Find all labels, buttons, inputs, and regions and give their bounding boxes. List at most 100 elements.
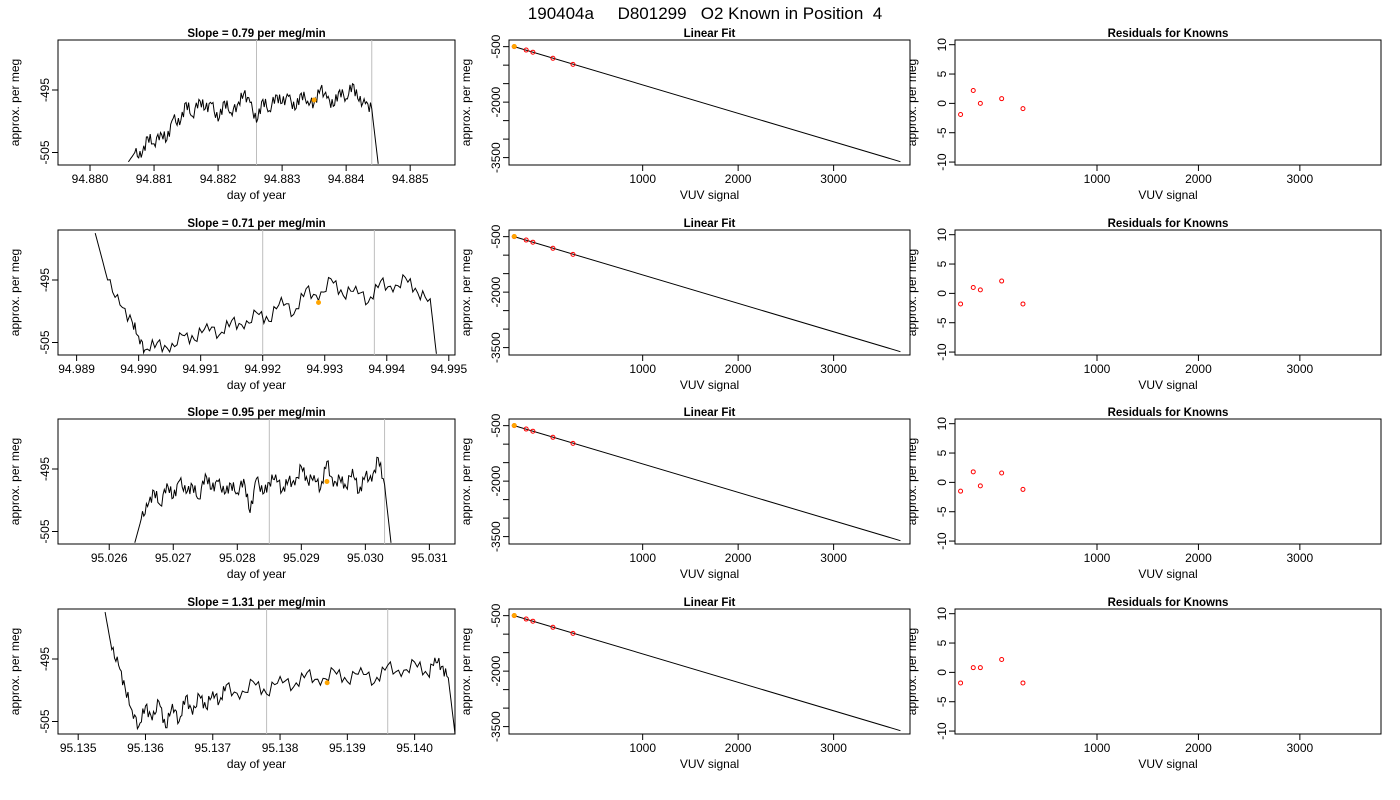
y-axis-label: approx. per meg xyxy=(905,59,919,146)
y-tick-label: 5 xyxy=(935,639,949,646)
x-tick-label: 94.994 xyxy=(368,362,405,376)
residuals-4: Residuals for Knowns 1000 2000 3000 -10 -5 0 5 1… xyxy=(905,597,1382,771)
x-tick-label: 2000 xyxy=(1185,172,1212,186)
panel-title: Residuals for Knowns xyxy=(1108,597,1229,609)
residual-point xyxy=(1020,680,1026,686)
panel-title: Linear Fit xyxy=(684,28,736,40)
x-axis-label: day of year xyxy=(227,378,286,392)
fit-line xyxy=(513,236,901,353)
x-axis-label: VUV signal xyxy=(1138,378,1197,392)
x-axis-label: VUV signal xyxy=(1138,188,1197,202)
x-tick-label: 1000 xyxy=(629,172,656,186)
data-point xyxy=(570,61,576,67)
orange-marker xyxy=(311,97,317,103)
residual-point xyxy=(1020,106,1026,112)
y-tick-label: 10 xyxy=(935,38,949,52)
figure-title: 190404a D801299 O2 Known in Position 4 xyxy=(528,4,882,23)
residuals-2: Residuals for Knowns 1000 2000 3000 -10 -5 0 5 1… xyxy=(905,218,1382,392)
plot-area xyxy=(958,656,1026,686)
x-tick-label: 2000 xyxy=(1185,551,1212,565)
residual-point xyxy=(958,488,964,494)
plot-frame xyxy=(954,39,1382,166)
y-tick-label: -495 xyxy=(38,457,52,481)
x-tick-label: 94.989 xyxy=(58,362,95,376)
residual-point xyxy=(970,87,976,93)
x-tick-label: 2000 xyxy=(1185,741,1212,755)
plot-area xyxy=(94,230,437,355)
y-axis-label: approx. per meg xyxy=(8,59,22,146)
y-tick-label: -2000 xyxy=(489,276,503,307)
x-tick-label: 95.030 xyxy=(347,551,384,565)
x-tick-label: 95.026 xyxy=(91,551,128,565)
residual-point xyxy=(1020,486,1026,492)
y-tick-label: -5 xyxy=(935,127,949,138)
x-tick-label: 95.140 xyxy=(396,741,433,755)
y-tick-label: 10 xyxy=(935,607,949,621)
plot-frame xyxy=(57,608,456,735)
y-tick-label: 10 xyxy=(935,228,949,242)
y-axis-label: approx. per meg xyxy=(905,628,919,715)
y-tick-label: -505 xyxy=(38,140,52,164)
y-tick-label: -505 xyxy=(38,330,52,354)
y-tick-label: -495 xyxy=(38,268,52,292)
x-tick-label: 3000 xyxy=(820,172,847,186)
plot-area xyxy=(511,44,901,163)
residual-point xyxy=(970,469,976,475)
data-point xyxy=(530,49,536,55)
x-tick-label: 3000 xyxy=(1287,362,1314,376)
data-point xyxy=(570,630,576,636)
data-point xyxy=(550,55,556,61)
fit-line xyxy=(513,615,901,732)
y-axis-label: approx. per meg xyxy=(8,249,22,336)
y-tick-label: -10 xyxy=(935,343,949,361)
y-tick-label: -505 xyxy=(38,709,52,733)
residual-point xyxy=(977,665,983,671)
x-tick-label: 1000 xyxy=(1084,741,1111,755)
fit-line xyxy=(513,46,901,163)
residual-point xyxy=(958,112,964,118)
panel-title: Slope = 0.71 per meg/min xyxy=(187,218,325,230)
x-tick-label: 95.138 xyxy=(262,741,299,755)
orange-marker xyxy=(511,613,517,619)
plot-area xyxy=(104,609,455,734)
x-tick-label: 1000 xyxy=(1084,551,1111,565)
x-axis-label: day of year xyxy=(227,567,286,581)
x-axis-label: VUV signal xyxy=(1138,567,1197,581)
x-tick-label: 95.137 xyxy=(194,741,231,755)
y-tick-label: -10 xyxy=(935,153,949,171)
y-tick-label: 0 xyxy=(935,669,949,676)
linear-fit-3: Linear Fit 1000 2000 3000 -500 -2000 -3500 VUV … xyxy=(459,407,911,581)
x-tick-label: 94.990 xyxy=(120,362,157,376)
y-tick-label: -500 xyxy=(489,413,503,437)
timeseries-1: Slope = 0.79 per meg/min 94.880 94.881 94.8… xyxy=(8,28,456,202)
x-axis-label: VUV signal xyxy=(680,567,739,581)
residual-point xyxy=(970,665,976,671)
y-axis-label: approx. per meg xyxy=(459,249,473,336)
x-tick-label: 94.995 xyxy=(430,362,467,376)
y-tick-label: -3500 xyxy=(489,521,503,552)
x-tick-label: 2000 xyxy=(725,362,752,376)
plot-frame xyxy=(57,418,456,545)
linear-fit-4: Linear Fit 1000 2000 3000 -500 -2000 -3500 VUV … xyxy=(459,597,911,771)
panel-title: Slope = 0.95 per meg/min xyxy=(187,407,325,419)
data-point xyxy=(530,428,536,434)
residual-point xyxy=(999,470,1005,476)
panel-title: Linear Fit xyxy=(684,218,736,230)
plot-area xyxy=(958,87,1026,118)
x-tick-label: 3000 xyxy=(1287,551,1314,565)
residual-point xyxy=(999,96,1005,102)
linear-fit-1: Linear Fit 1000 2000 3000 -500 -2000 -3500 VUV … xyxy=(459,28,911,202)
x-tick-label: 1000 xyxy=(629,362,656,376)
panel-title: Slope = 0.79 per meg/min xyxy=(187,28,325,40)
panel-title: Linear Fit xyxy=(684,407,736,419)
x-tick-label: 1000 xyxy=(1084,362,1111,376)
y-tick-label: -5 xyxy=(935,506,949,517)
x-tick-label: 95.028 xyxy=(219,551,256,565)
x-axis-label: day of year xyxy=(227,757,286,771)
y-axis-label: approx. per meg xyxy=(459,628,473,715)
y-axis-label: approx. per meg xyxy=(8,438,22,525)
y-tick-label: -495 xyxy=(38,78,52,102)
y-tick-label: -505 xyxy=(38,519,52,543)
data-point xyxy=(570,251,576,257)
x-tick-label: 95.136 xyxy=(127,741,164,755)
